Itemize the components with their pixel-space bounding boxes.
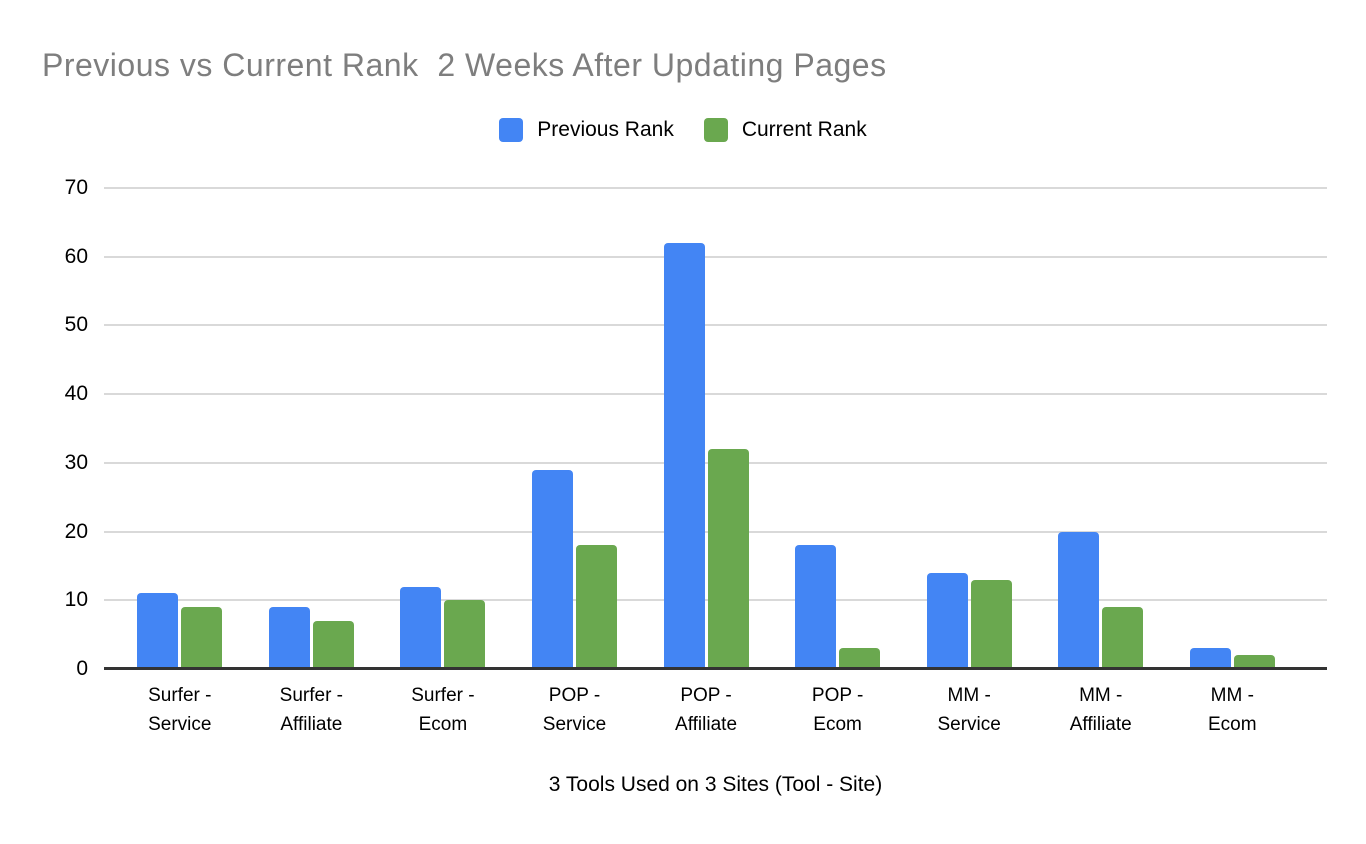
plot-area — [104, 187, 1327, 670]
y-tick-label: 50 — [64, 313, 88, 337]
x-category-cell: Surfer - Service — [114, 681, 246, 739]
legend-label: Previous Rank — [537, 118, 674, 141]
bar-previous-rank — [926, 572, 968, 669]
bar-previous-rank — [663, 242, 705, 669]
bar-previous-rank — [1189, 648, 1231, 669]
bar-group — [772, 188, 904, 669]
bar-previous-rank — [531, 469, 573, 669]
chart-title: Previous vs Current Rank 2 Weeks After U… — [42, 47, 887, 83]
bar-group — [1167, 188, 1299, 669]
bar-previous-rank — [400, 586, 442, 669]
x-axis-baseline — [104, 667, 1327, 670]
y-tick-label: 60 — [64, 244, 88, 268]
x-category-label: POP - Ecom — [811, 685, 864, 735]
x-category-label: POP - Affiliate — [675, 685, 738, 735]
bar-current-rank — [444, 600, 486, 669]
x-category-cell: Surfer - Affiliate — [246, 681, 378, 739]
bar-current-rank — [839, 648, 881, 669]
x-category-cell: MM - Affiliate — [1035, 681, 1167, 739]
bar-current-rank — [1233, 655, 1275, 669]
legend-item: Previous Rank — [499, 118, 674, 142]
x-category-label: MM - Ecom — [1207, 685, 1257, 735]
bar-current-rank — [707, 449, 749, 669]
x-category-cell: POP - Service — [509, 681, 641, 739]
bar-previous-rank — [268, 607, 310, 669]
y-axis-labels: 0 10 20 30 40 50 60 70 — [30, 176, 88, 680]
legend-swatch-icon — [499, 118, 524, 142]
gridline — [104, 324, 1327, 327]
bar-group — [114, 188, 246, 669]
bars-row — [114, 188, 1298, 669]
x-category-label: Surfer - Service — [148, 685, 212, 735]
bar-group — [377, 188, 509, 669]
bar-current-rank — [575, 545, 617, 669]
y-tick-label: 10 — [64, 588, 88, 612]
y-tick-label: 20 — [64, 519, 88, 543]
x-category-label: Surfer - Affiliate — [279, 685, 344, 735]
bar-previous-rank — [795, 545, 837, 669]
bar-current-rank — [970, 579, 1012, 669]
x-category-label: POP - Service — [542, 685, 607, 735]
chart-legend: Previous Rank Current Rank — [0, 118, 1366, 142]
gridline — [104, 255, 1327, 258]
bar-current-rank — [1102, 607, 1144, 669]
x-axis-title: 3 Tools Used on 3 Sites (Tool - Site) — [548, 773, 883, 796]
legend-item: Current Rank — [703, 118, 867, 142]
gridline — [104, 393, 1327, 396]
bar-current-rank — [312, 620, 354, 669]
legend-label: Current Rank — [741, 118, 867, 141]
legend-swatch-icon — [703, 118, 728, 142]
bar-group — [246, 188, 378, 669]
y-tick-label: 70 — [64, 176, 88, 199]
x-category-cell: Surfer - Ecom — [377, 681, 509, 739]
y-tick-label: 40 — [64, 382, 88, 406]
bar-current-rank — [181, 607, 223, 669]
x-category-label: MM - Affiliate — [1069, 685, 1132, 735]
y-tick-label: 0 — [76, 657, 88, 680]
x-category-label: Surfer - Ecom — [411, 685, 475, 735]
x-category-cell: MM - Service — [903, 681, 1035, 739]
bar-previous-rank — [137, 593, 179, 669]
bar-group — [903, 188, 1035, 669]
x-category-cell: MM - Ecom — [1167, 681, 1299, 739]
bar-previous-rank — [1058, 531, 1100, 669]
bar-group — [1035, 188, 1167, 669]
bar-group — [509, 188, 641, 669]
x-category-cell: POP - Ecom — [772, 681, 904, 739]
x-category-label: MM - Service — [937, 685, 1001, 735]
gridline — [104, 187, 1327, 189]
x-axis-labels: Surfer - Service Surfer - Affiliate Surfer… — [114, 681, 1298, 739]
bar-group — [640, 188, 772, 669]
y-tick-label: 30 — [64, 450, 88, 474]
x-category-cell: POP - Affiliate — [640, 681, 772, 739]
